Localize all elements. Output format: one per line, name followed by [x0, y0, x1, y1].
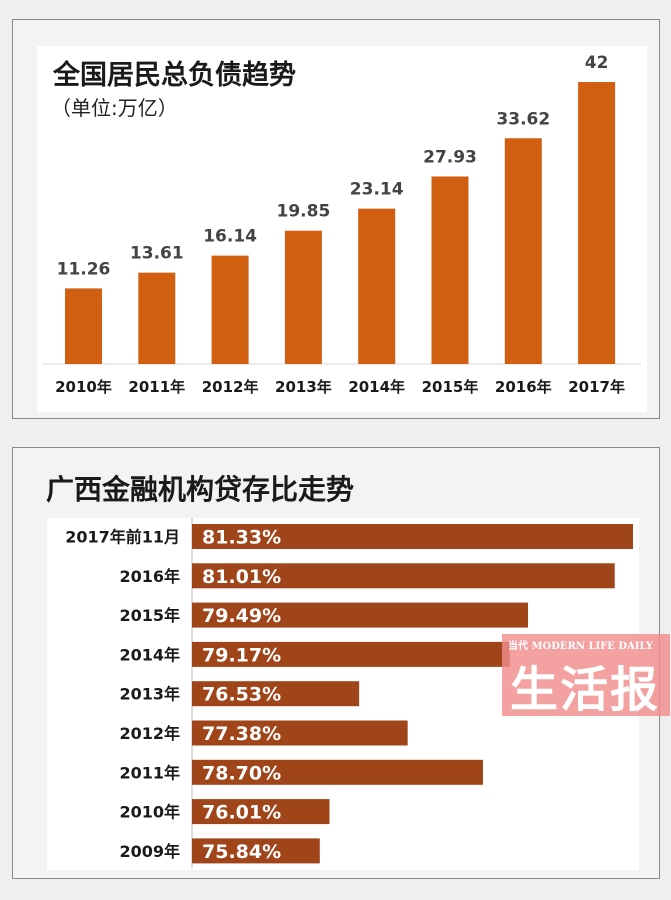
y-tick-label: 2009年 [119, 842, 180, 861]
chart-panel-household-debt: 全国居民总负债趋势 （单位:万亿） 11.26 2010年 13.61 2011年 16… [12, 19, 660, 419]
data-label: 75.84% [202, 841, 281, 863]
chart-title: 全国居民总负债趋势 [53, 60, 296, 91]
bar [192, 524, 633, 549]
data-label: 33.62 [496, 109, 550, 129]
newspaper-watermark-logo: 当代 MODERN LIFE DAILY 生活报 [502, 634, 670, 718]
y-tick-label: 2010年 [119, 803, 180, 822]
data-label: 16.14 [203, 227, 257, 247]
data-label: 27.93 [423, 147, 477, 167]
y-tick-label: 2013年 [119, 685, 180, 704]
x-tick-label: 2014年 [348, 378, 405, 396]
debt-bar-chart: 11.26 2010年 13.61 2011年 16.14 2012年 19.85 2013年… [43, 53, 641, 396]
data-label: 78.70% [202, 762, 281, 784]
bar [578, 82, 616, 364]
bar [192, 563, 615, 589]
data-label: 77.38% [202, 723, 281, 745]
chart-subtitle-unit: （单位:万亿） [51, 96, 178, 120]
data-label: 79.49% [202, 605, 281, 627]
x-tick-label: 2011年 [128, 378, 185, 396]
data-label: 76.53% [202, 684, 281, 706]
bar [65, 288, 102, 364]
bar [192, 641, 510, 667]
data-label: 13.61 [130, 244, 184, 264]
data-label: 76.01% [202, 802, 281, 824]
data-label: 42 [585, 53, 609, 73]
chart-title: 广西金融机构贷存比走势 [46, 473, 355, 506]
data-label: 11.26 [57, 259, 111, 279]
bar [211, 255, 249, 364]
data-label: 79.17% [202, 644, 281, 666]
y-tick-label: 2016年 [119, 567, 180, 586]
bar [504, 138, 542, 364]
x-tick-label: 2013年 [275, 378, 332, 396]
watermark-main-text: 生活报 [510, 662, 661, 718]
bar [192, 759, 483, 785]
bar [192, 799, 330, 825]
y-tick-label: 2015年 [119, 606, 180, 625]
bar [192, 720, 408, 746]
y-tick-label: 2011年 [119, 763, 180, 782]
data-label: 81.01% [202, 566, 281, 588]
y-tick-label: 2014年 [119, 645, 180, 664]
bar [192, 602, 529, 628]
watermark-small-text: 当代 MODERN LIFE DAILY [508, 641, 654, 652]
x-tick-label: 2012年 [202, 378, 259, 396]
y-tick-label: 2012年 [119, 724, 180, 743]
bar [284, 230, 322, 364]
bar [192, 681, 360, 707]
ratio-bar-chart: 81.33% 2017年前11月 81.01% 2016年 79.49% 2015年 79.… [65, 518, 633, 868]
bar [358, 208, 396, 364]
data-label: 23.14 [350, 180, 404, 200]
y-tick-label: 2017年前11月 [65, 528, 180, 547]
x-tick-label: 2010年 [55, 378, 112, 396]
bar [192, 838, 320, 864]
data-label: 19.85 [277, 202, 331, 222]
data-label: 81.33% [202, 527, 281, 549]
x-tick-label: 2015年 [422, 378, 479, 396]
x-tick-label: 2016年 [495, 378, 552, 396]
x-tick-label: 2017年 [568, 378, 625, 396]
bar [431, 176, 469, 364]
bar [138, 272, 176, 364]
